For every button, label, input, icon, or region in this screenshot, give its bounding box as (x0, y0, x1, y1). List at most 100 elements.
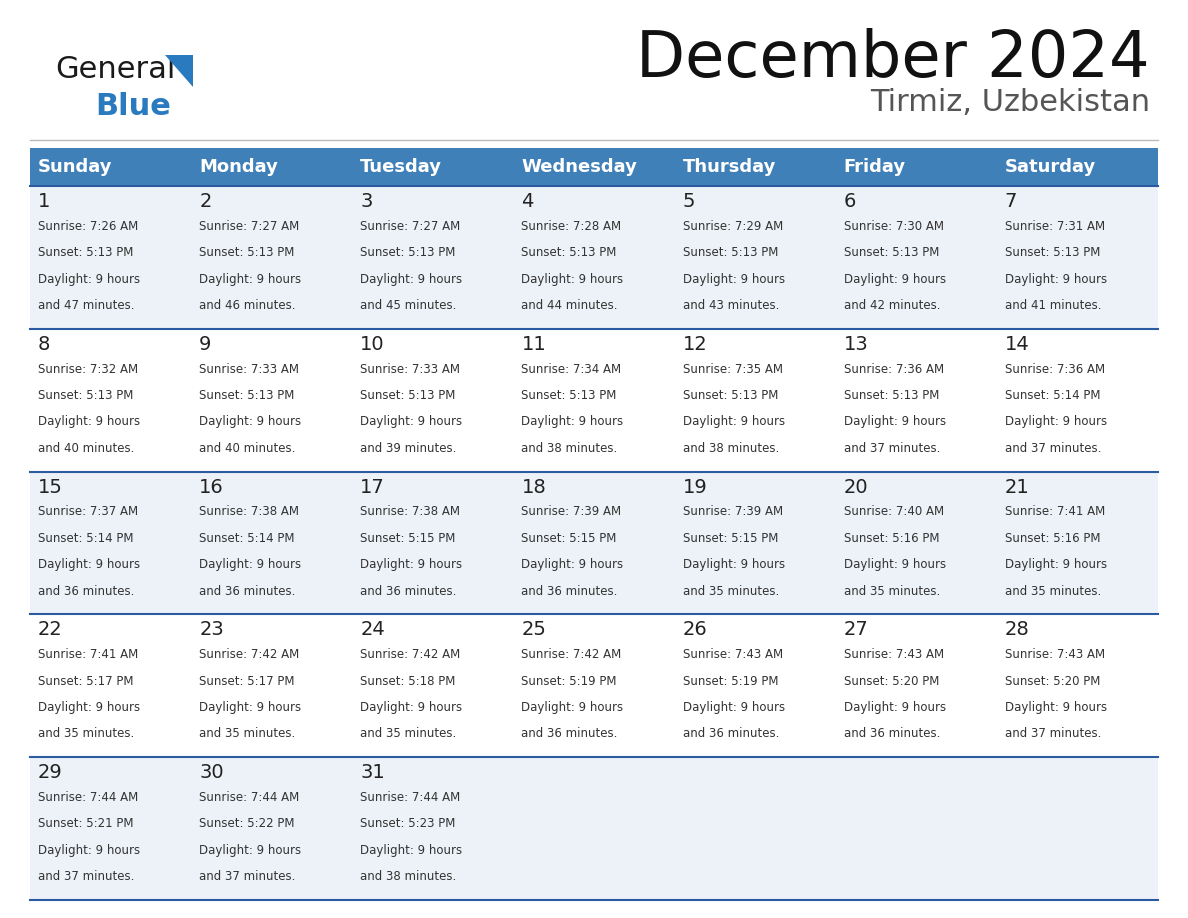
Text: Sunrise: 7:44 AM: Sunrise: 7:44 AM (360, 791, 461, 804)
Text: Daylight: 9 hours: Daylight: 9 hours (38, 844, 140, 856)
Polygon shape (165, 55, 192, 87)
Text: 4: 4 (522, 192, 533, 211)
Text: 8: 8 (38, 335, 50, 353)
Text: 19: 19 (683, 477, 707, 497)
Text: Sunset: 5:18 PM: Sunset: 5:18 PM (360, 675, 456, 688)
Bar (30, 614, 1158, 757)
Text: Sunrise: 7:29 AM: Sunrise: 7:29 AM (683, 219, 783, 233)
Text: 2: 2 (200, 192, 211, 211)
Text: and 36 minutes.: and 36 minutes. (200, 585, 296, 598)
Text: and 45 minutes.: and 45 minutes. (360, 299, 456, 312)
Text: Daylight: 9 hours: Daylight: 9 hours (38, 273, 140, 285)
Text: Sunset: 5:13 PM: Sunset: 5:13 PM (843, 389, 939, 402)
Text: Daylight: 9 hours: Daylight: 9 hours (522, 558, 624, 571)
Text: Daylight: 9 hours: Daylight: 9 hours (38, 558, 140, 571)
Bar (30, 472, 1158, 614)
Text: Daylight: 9 hours: Daylight: 9 hours (843, 273, 946, 285)
Text: 14: 14 (1005, 335, 1030, 353)
Text: Sunset: 5:13 PM: Sunset: 5:13 PM (200, 246, 295, 259)
Text: 27: 27 (843, 621, 868, 640)
Text: Sunrise: 7:41 AM: Sunrise: 7:41 AM (1005, 505, 1105, 519)
Text: 13: 13 (843, 335, 868, 353)
Text: Daylight: 9 hours: Daylight: 9 hours (1005, 701, 1107, 714)
Text: 5: 5 (683, 192, 695, 211)
Text: Sunset: 5:13 PM: Sunset: 5:13 PM (1005, 246, 1100, 259)
Text: Tirmiz, Uzbekistan: Tirmiz, Uzbekistan (870, 88, 1150, 117)
Text: Sunrise: 7:40 AM: Sunrise: 7:40 AM (843, 505, 943, 519)
Text: Sunset: 5:14 PM: Sunset: 5:14 PM (1005, 389, 1100, 402)
Text: Daylight: 9 hours: Daylight: 9 hours (522, 273, 624, 285)
Text: and 35 minutes.: and 35 minutes. (38, 727, 134, 741)
Text: and 36 minutes.: and 36 minutes. (683, 727, 779, 741)
Text: Sunrise: 7:36 AM: Sunrise: 7:36 AM (843, 363, 943, 375)
Text: Daylight: 9 hours: Daylight: 9 hours (522, 701, 624, 714)
Text: Daylight: 9 hours: Daylight: 9 hours (683, 273, 785, 285)
Text: Sunset: 5:20 PM: Sunset: 5:20 PM (843, 675, 939, 688)
Text: 3: 3 (360, 192, 373, 211)
Text: Daylight: 9 hours: Daylight: 9 hours (360, 701, 462, 714)
Text: Sunrise: 7:38 AM: Sunrise: 7:38 AM (200, 505, 299, 519)
Text: Sunset: 5:17 PM: Sunset: 5:17 PM (200, 675, 295, 688)
Text: 31: 31 (360, 763, 385, 782)
Text: Daylight: 9 hours: Daylight: 9 hours (360, 844, 462, 856)
Bar (30, 757, 1158, 900)
Text: Sunset: 5:13 PM: Sunset: 5:13 PM (843, 246, 939, 259)
Text: Daylight: 9 hours: Daylight: 9 hours (200, 415, 302, 429)
Text: Sunrise: 7:44 AM: Sunrise: 7:44 AM (200, 791, 299, 804)
Text: Sunrise: 7:33 AM: Sunrise: 7:33 AM (200, 363, 299, 375)
Text: Sunset: 5:19 PM: Sunset: 5:19 PM (683, 675, 778, 688)
Text: Sunrise: 7:33 AM: Sunrise: 7:33 AM (360, 363, 460, 375)
Text: Sunrise: 7:31 AM: Sunrise: 7:31 AM (1005, 219, 1105, 233)
Text: Sunrise: 7:44 AM: Sunrise: 7:44 AM (38, 791, 138, 804)
Text: and 35 minutes.: and 35 minutes. (1005, 585, 1101, 598)
Text: and 36 minutes.: and 36 minutes. (522, 585, 618, 598)
Text: Sunrise: 7:43 AM: Sunrise: 7:43 AM (1005, 648, 1105, 661)
Text: Monday: Monday (200, 158, 278, 176)
Text: 26: 26 (683, 621, 707, 640)
Text: 29: 29 (38, 763, 63, 782)
Text: Sunset: 5:19 PM: Sunset: 5:19 PM (522, 675, 617, 688)
Text: Sunset: 5:21 PM: Sunset: 5:21 PM (38, 817, 133, 831)
Text: and 38 minutes.: and 38 minutes. (522, 442, 618, 454)
Text: and 38 minutes.: and 38 minutes. (360, 870, 456, 883)
Text: 28: 28 (1005, 621, 1030, 640)
Text: Daylight: 9 hours: Daylight: 9 hours (360, 415, 462, 429)
Text: and 40 minutes.: and 40 minutes. (200, 442, 296, 454)
Text: Daylight: 9 hours: Daylight: 9 hours (1005, 273, 1107, 285)
Text: December 2024: December 2024 (637, 28, 1150, 90)
Text: Sunrise: 7:37 AM: Sunrise: 7:37 AM (38, 505, 138, 519)
Text: Sunset: 5:22 PM: Sunset: 5:22 PM (200, 817, 295, 831)
Text: 10: 10 (360, 335, 385, 353)
Text: Wednesday: Wednesday (522, 158, 637, 176)
Text: Sunrise: 7:27 AM: Sunrise: 7:27 AM (360, 219, 461, 233)
Text: Sunset: 5:13 PM: Sunset: 5:13 PM (360, 389, 456, 402)
Text: Sunset: 5:15 PM: Sunset: 5:15 PM (522, 532, 617, 544)
Text: 21: 21 (1005, 477, 1030, 497)
Text: Sunday: Sunday (38, 158, 113, 176)
Text: Daylight: 9 hours: Daylight: 9 hours (200, 273, 302, 285)
Text: Daylight: 9 hours: Daylight: 9 hours (38, 701, 140, 714)
Text: Sunset: 5:20 PM: Sunset: 5:20 PM (1005, 675, 1100, 688)
Text: Sunrise: 7:39 AM: Sunrise: 7:39 AM (522, 505, 621, 519)
Text: Sunset: 5:13 PM: Sunset: 5:13 PM (683, 389, 778, 402)
Text: Sunset: 5:13 PM: Sunset: 5:13 PM (683, 246, 778, 259)
Text: Sunset: 5:15 PM: Sunset: 5:15 PM (683, 532, 778, 544)
Text: Sunset: 5:16 PM: Sunset: 5:16 PM (843, 532, 940, 544)
Text: and 35 minutes.: and 35 minutes. (843, 585, 940, 598)
Text: Sunset: 5:23 PM: Sunset: 5:23 PM (360, 817, 456, 831)
Text: Daylight: 9 hours: Daylight: 9 hours (1005, 415, 1107, 429)
Text: 22: 22 (38, 621, 63, 640)
Text: 15: 15 (38, 477, 63, 497)
Text: Sunset: 5:16 PM: Sunset: 5:16 PM (1005, 532, 1100, 544)
Text: and 36 minutes.: and 36 minutes. (522, 727, 618, 741)
Text: General: General (55, 55, 176, 84)
Text: Sunrise: 7:27 AM: Sunrise: 7:27 AM (200, 219, 299, 233)
Text: Tuesday: Tuesday (360, 158, 442, 176)
Text: Sunset: 5:13 PM: Sunset: 5:13 PM (38, 246, 133, 259)
Text: and 38 minutes.: and 38 minutes. (683, 442, 779, 454)
Text: Sunrise: 7:26 AM: Sunrise: 7:26 AM (38, 219, 138, 233)
Text: Daylight: 9 hours: Daylight: 9 hours (360, 558, 462, 571)
Text: Sunrise: 7:43 AM: Sunrise: 7:43 AM (843, 648, 943, 661)
Text: Sunset: 5:17 PM: Sunset: 5:17 PM (38, 675, 133, 688)
Text: 9: 9 (200, 335, 211, 353)
